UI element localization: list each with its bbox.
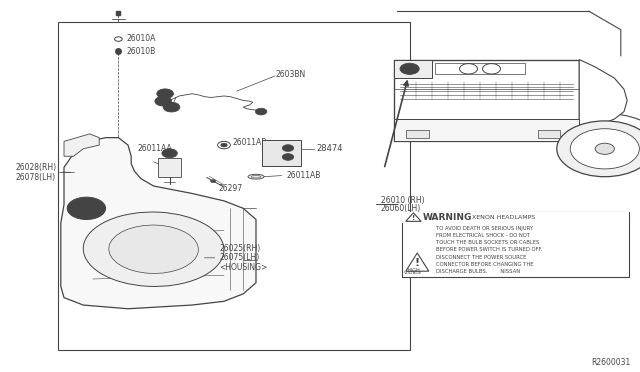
Circle shape: [282, 145, 294, 151]
Polygon shape: [406, 253, 429, 271]
Circle shape: [400, 63, 419, 74]
Polygon shape: [61, 138, 256, 309]
Bar: [538, 130, 560, 138]
Bar: [394, 60, 432, 78]
Circle shape: [595, 143, 614, 154]
Text: HIGH: HIGH: [407, 268, 420, 273]
Text: 26028(RH): 26028(RH): [16, 163, 57, 172]
Text: BEFORE POWER SWITCH IS TURNED OFF.: BEFORE POWER SWITCH IS TURNED OFF.: [436, 247, 542, 252]
Text: 26297: 26297: [219, 185, 243, 193]
Text: !: !: [415, 258, 420, 268]
Text: WARNING: WARNING: [423, 213, 472, 222]
Text: FROM ELECTRICAL SHOCK - DO NOT: FROM ELECTRICAL SHOCK - DO NOT: [436, 233, 530, 238]
Text: R2600031: R2600031: [591, 358, 630, 367]
Circle shape: [74, 201, 99, 216]
Text: 26059: 26059: [456, 215, 484, 224]
Ellipse shape: [251, 175, 261, 178]
Polygon shape: [579, 60, 627, 130]
Text: 26010 (RH): 26010 (RH): [381, 196, 424, 205]
Text: DISCONNECT THE POWER SOURCE: DISCONNECT THE POWER SOURCE: [436, 254, 526, 260]
Bar: [58, 22, 410, 350]
Text: 26011AB: 26011AB: [232, 138, 267, 147]
Bar: [435, 63, 525, 74]
Bar: [158, 158, 181, 177]
Circle shape: [157, 89, 173, 99]
Circle shape: [255, 108, 267, 115]
Text: DISCHARGE BULBS.        NISSAN: DISCHARGE BULBS. NISSAN: [436, 269, 520, 274]
Circle shape: [570, 129, 639, 169]
Text: <HOUSING>: <HOUSING>: [220, 263, 268, 272]
Circle shape: [67, 197, 106, 219]
Text: VOLTAGE: VOLTAGE: [404, 271, 422, 275]
Text: 26025(RH): 26025(RH): [220, 244, 260, 253]
Text: 2603BN: 2603BN: [275, 70, 305, 79]
Text: !: !: [412, 215, 415, 221]
Ellipse shape: [248, 174, 264, 179]
Bar: [406, 130, 429, 138]
Text: 28474: 28474: [317, 144, 343, 153]
Circle shape: [404, 65, 415, 72]
Text: 26010A: 26010A: [127, 34, 156, 43]
Circle shape: [163, 102, 180, 112]
Bar: [394, 119, 579, 141]
Circle shape: [211, 180, 216, 183]
Text: XENON HEADLAMPS: XENON HEADLAMPS: [472, 215, 536, 220]
Bar: [402, 212, 629, 223]
Ellipse shape: [83, 212, 224, 286]
Text: 26011AA: 26011AA: [138, 144, 172, 153]
Circle shape: [155, 96, 172, 106]
Bar: [262, 140, 301, 166]
Text: CONNECTOR BEFORE CHANGING THE: CONNECTOR BEFORE CHANGING THE: [436, 262, 533, 267]
Ellipse shape: [109, 225, 198, 273]
Text: 26010B: 26010B: [127, 47, 156, 56]
Bar: [402, 212, 629, 277]
Text: TO AVOID DEATH OR SERIOUS INJURY: TO AVOID DEATH OR SERIOUS INJURY: [436, 226, 533, 231]
Circle shape: [221, 143, 227, 147]
Text: 26011AB: 26011AB: [287, 171, 321, 180]
Polygon shape: [406, 213, 421, 221]
Bar: [394, 60, 579, 141]
Circle shape: [282, 154, 294, 160]
Circle shape: [162, 149, 177, 158]
Text: TOUCH THE BULB SOCKETS OR CABLES: TOUCH THE BULB SOCKETS OR CABLES: [436, 240, 540, 245]
Text: 26075(LH): 26075(LH): [220, 253, 260, 262]
Text: 26060(LH): 26060(LH): [381, 204, 421, 213]
Polygon shape: [64, 134, 99, 156]
Circle shape: [557, 121, 640, 177]
Text: 26078(LH): 26078(LH): [16, 173, 56, 182]
